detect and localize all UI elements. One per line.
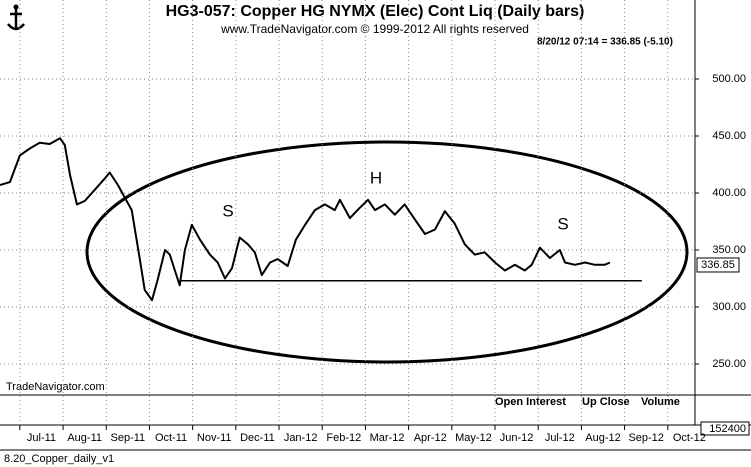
last-price-label: 336.85 [701,259,735,271]
y-tick-label: 350.00 [712,244,746,256]
chart-title: HG3-057: Copper HG NYMX (Elec) Cont Liq … [166,3,585,20]
legend-label: Open Interest [495,396,566,408]
annotation: S [557,214,568,233]
x-tick-label: Oct-12 [673,432,706,444]
x-tick-label: Oct-11 [155,432,187,444]
x-tick-label: Nov-11 [197,432,232,444]
y-tick-label: 250.00 [712,358,746,370]
price-line [0,137,611,302]
annotation: S [222,201,233,220]
logo [7,4,25,31]
last-price-box [696,257,740,273]
x-tick-label: Apr-12 [414,432,447,444]
pattern-ellipse [85,140,689,364]
quote: 8/20/12 07:14 = 336.85 (-5.10) [537,37,673,48]
watermark: TradeNavigator.com [6,381,105,393]
x-tick-label: Jul-11 [27,432,56,444]
annotation: H [370,168,382,187]
x-tick-label: Jul-12 [545,432,575,444]
x-tick-label: Aug-12 [585,432,620,444]
x-tick-label: Jan-12 [284,432,318,444]
x-tick-label: Aug-11 [67,432,102,444]
x-tick-label: May-12 [455,432,492,444]
x-tick-label: Feb-12 [326,432,361,444]
y-tick-label: 500.00 [712,73,746,85]
legend-label: Up Close [582,396,630,408]
x-tick-label: Dec-11 [240,432,275,444]
subtitle: www.TradeNavigator.com © 1999-2012 All r… [220,22,529,36]
y-tick-label: 450.00 [712,130,746,142]
y-tick-label: 400.00 [712,187,746,199]
legend-label: Volume [641,396,680,408]
y-tick-label: 300.00 [712,301,746,313]
volume-box [700,421,750,436]
footer: 8.20_Copper_daily_v1 [4,453,114,465]
x-tick-label: Mar-12 [370,432,405,444]
x-tick-label: Jun-12 [500,432,534,444]
volume-label: 152400 [709,423,746,435]
x-tick-label: Sep-11 [111,432,146,444]
x-tick-label: Sep-12 [628,432,663,444]
